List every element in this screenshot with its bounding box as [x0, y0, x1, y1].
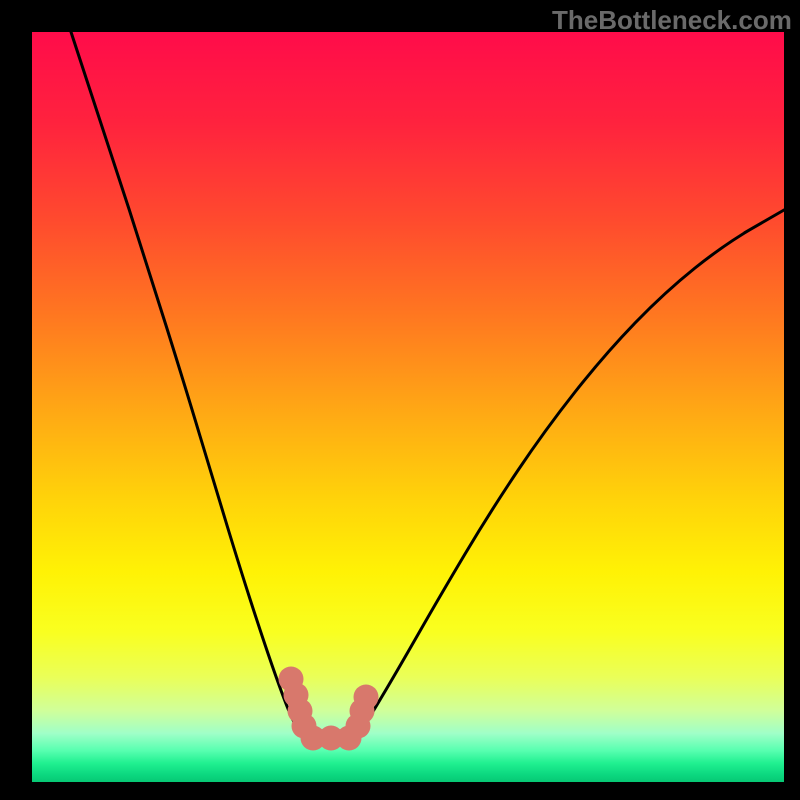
valley-marker — [354, 685, 379, 710]
watermark-text: TheBottleneck.com — [552, 5, 792, 36]
bottleneck-chart — [0, 0, 800, 800]
plot-background — [32, 32, 784, 782]
